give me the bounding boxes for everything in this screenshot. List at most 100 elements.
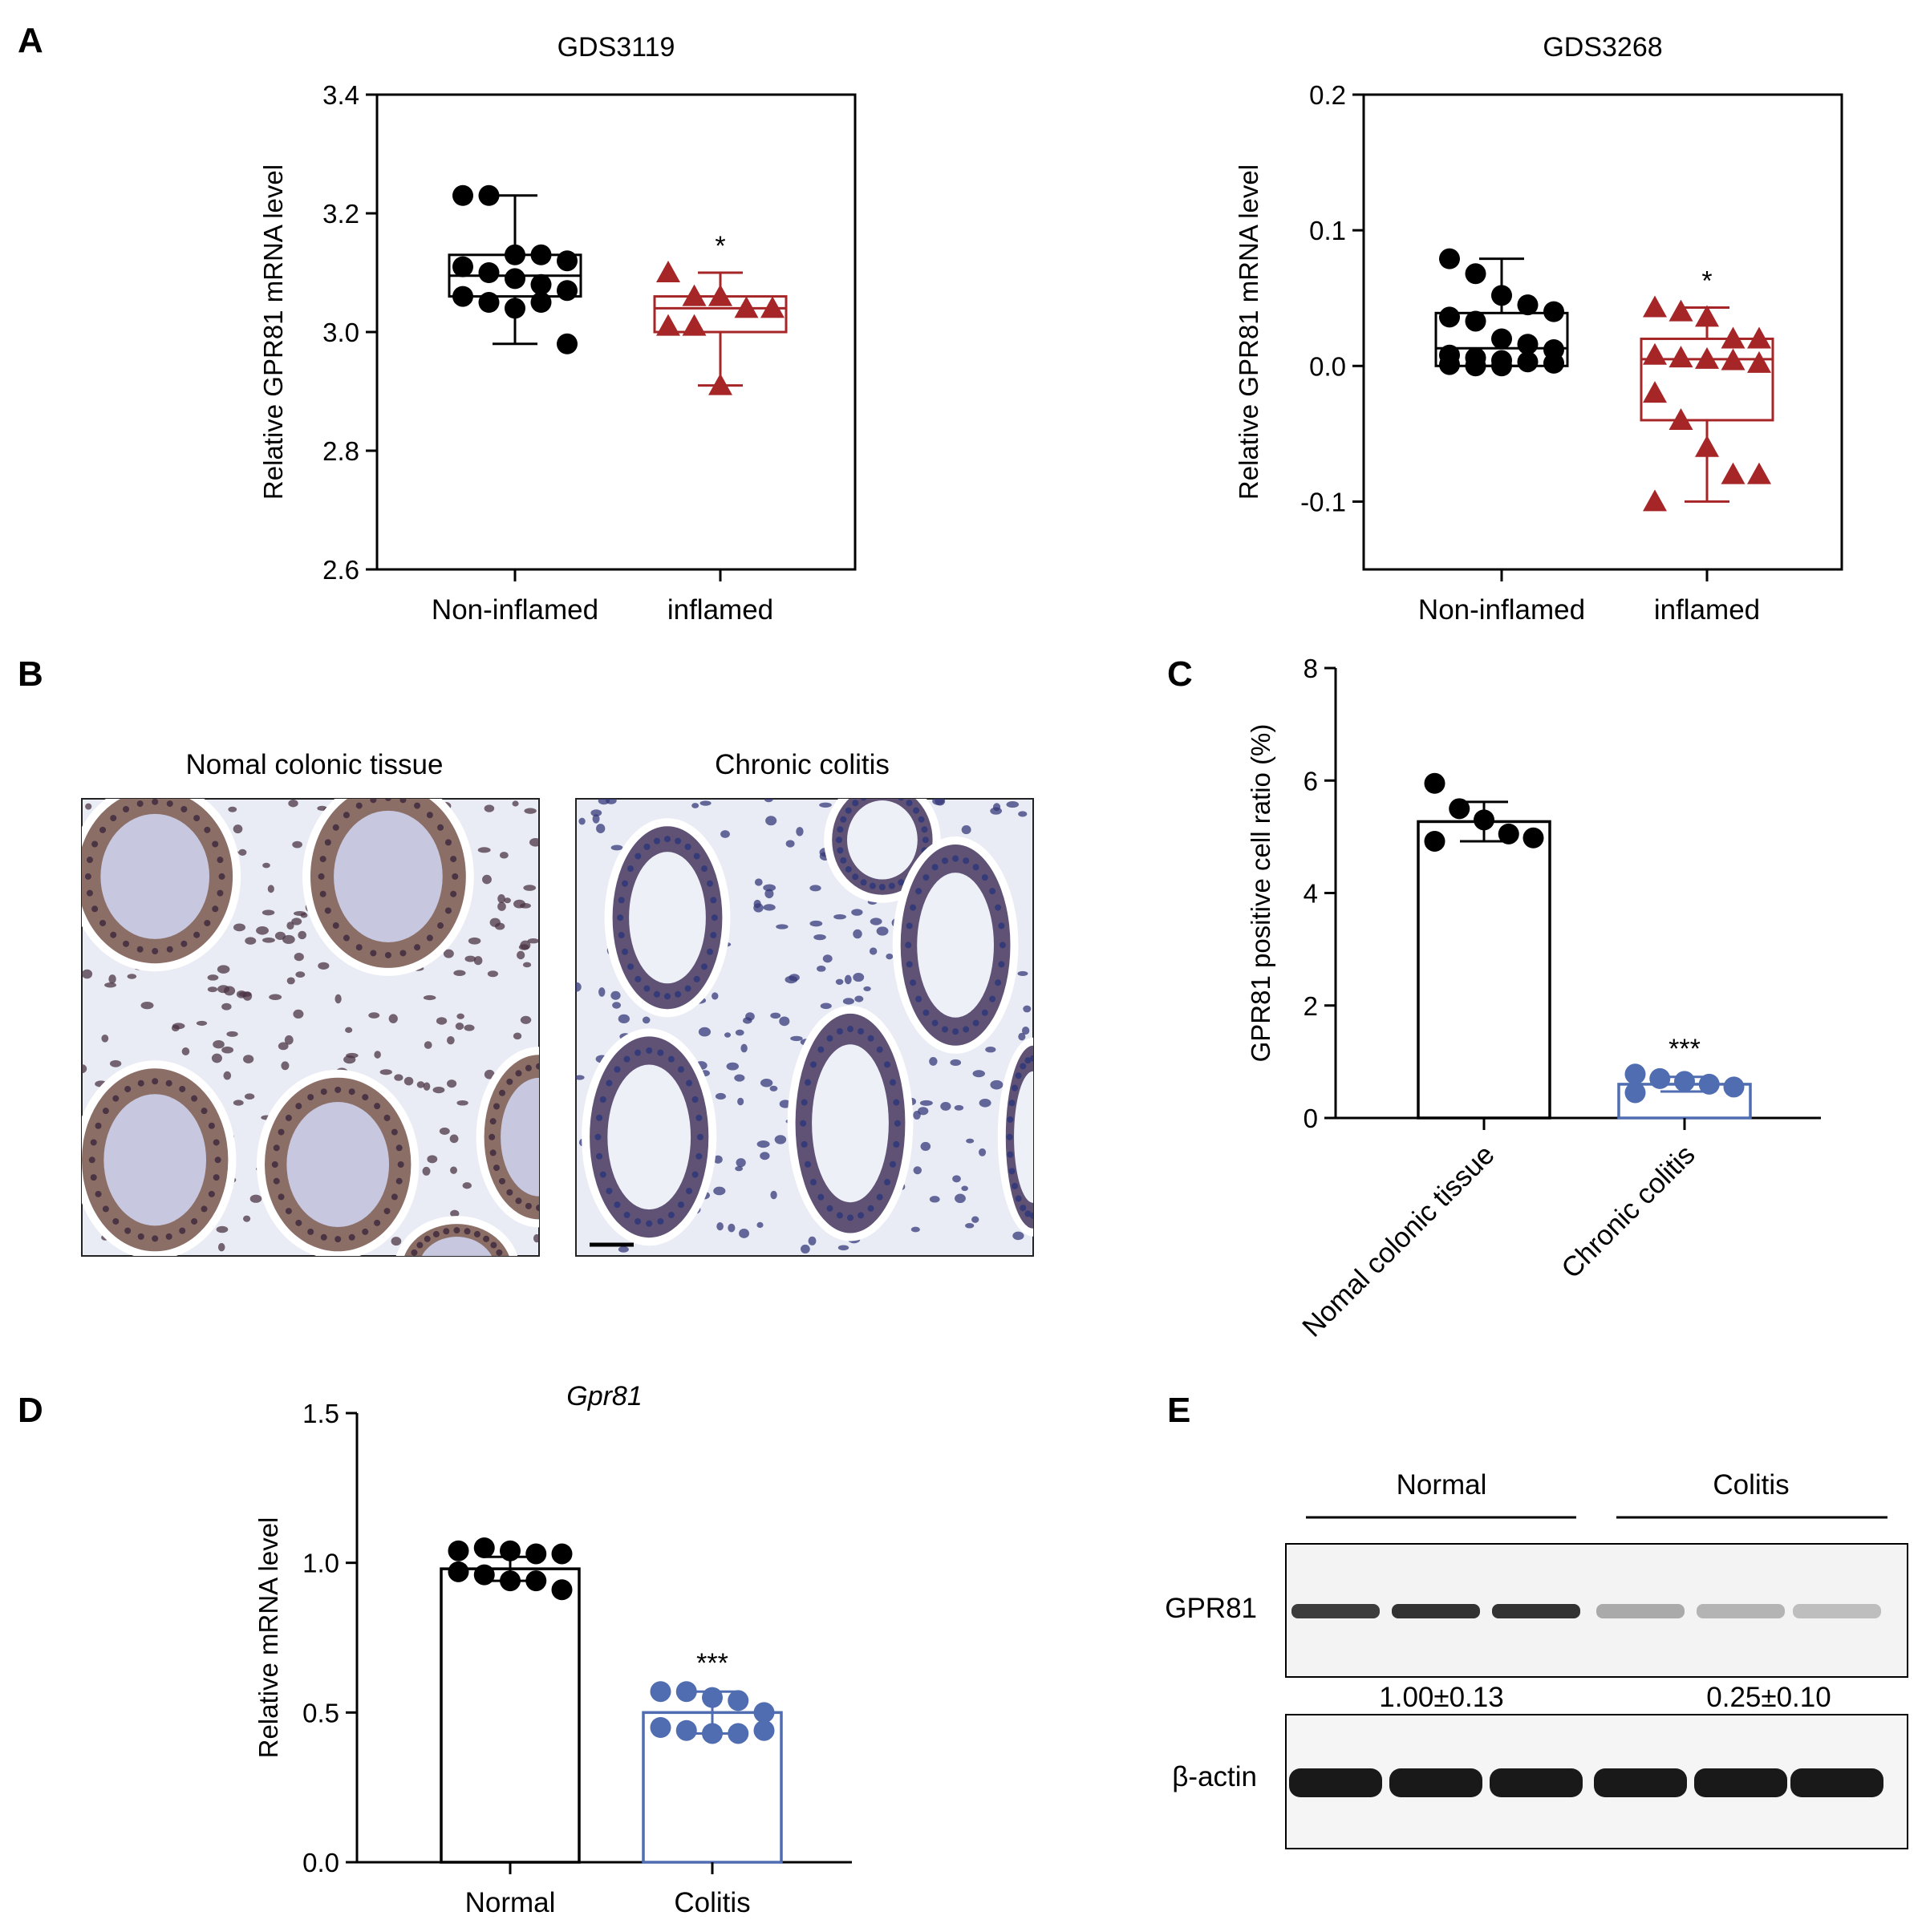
data-point [708, 284, 732, 306]
data-point [753, 1719, 775, 1741]
stromal-nucleus [699, 800, 712, 806]
epithelial-nucleus [664, 836, 671, 843]
epithelial-nucleus [888, 882, 895, 889]
epithelial-nucleus [536, 1063, 539, 1070]
stromal-nucleus [961, 824, 971, 835]
stromal-nucleus [853, 972, 865, 982]
stromal-nucleus [293, 910, 306, 917]
epithelial-nucleus [193, 815, 201, 822]
epithelial-nucleus [643, 843, 651, 850]
data-point [1491, 328, 1512, 350]
significance-label: * [715, 231, 725, 261]
stromal-nucleus [223, 1071, 232, 1080]
epithelial-nucleus [152, 1235, 159, 1242]
epithelial-nucleus [653, 837, 660, 844]
stromal-nucleus [592, 814, 600, 824]
chart-gpr81-mrna: 0.0 0.5 1.0 1.5 Relative mRNA level Gpr81 Norm… [253, 1381, 852, 1918]
stromal-nucleus [284, 1035, 294, 1045]
stromal-nucleus [961, 1185, 968, 1192]
epithelial-nucleus [444, 839, 452, 846]
stromal-nucleus [735, 1165, 744, 1172]
band-actin [1289, 1768, 1382, 1797]
data-point [1424, 772, 1445, 794]
epithelial-nucleus [1040, 1063, 1047, 1069]
data-point [505, 298, 525, 319]
epithelial-nucleus [836, 1212, 843, 1219]
stromal-nucleus [760, 1152, 770, 1160]
epithelial-nucleus [213, 1139, 220, 1146]
stromal-nucleus [436, 1017, 448, 1025]
epithelial-nucleus [525, 1064, 532, 1071]
data-point [1474, 809, 1494, 831]
x-tick-label: Normal [465, 1887, 556, 1918]
stromal-nucleus [226, 1031, 238, 1037]
stromal-nucleus [756, 1140, 770, 1148]
epithelial-nucleus [137, 1079, 144, 1087]
epithelial-nucleus [883, 1061, 890, 1068]
stromal-nucleus [813, 934, 826, 941]
epithelial-nucleus [424, 1235, 431, 1242]
stromal-nucleus [294, 952, 304, 962]
epithelial-nucleus [362, 1228, 369, 1235]
chart-title: GDS3268 [1543, 32, 1662, 63]
stromal-nucleus [238, 991, 252, 997]
stromal-nucleus [450, 1209, 460, 1217]
stromal-nucleus [1021, 1027, 1030, 1035]
data-point [1424, 830, 1445, 852]
stromal-nucleus [447, 1079, 457, 1088]
epithelial-nucleus [599, 1096, 606, 1104]
epithelial-nucleus [1053, 1134, 1060, 1140]
epithelial-nucleus [696, 1133, 703, 1140]
data-point [734, 296, 759, 318]
epithelial-nucleus [826, 1205, 833, 1212]
data-point [1695, 346, 1719, 369]
epithelial-nucleus [506, 1189, 513, 1196]
stromal-nucleus [211, 1053, 222, 1063]
stromal-nucleus [578, 817, 586, 825]
epithelial-nucleus [1012, 1182, 1019, 1189]
stromal-nucleus [940, 1101, 951, 1111]
stromal-nucleus [713, 1155, 723, 1164]
epithelial-nucleus [1051, 1100, 1057, 1106]
stromal-nucleus [494, 922, 505, 930]
epithelial-nucleus [416, 1241, 424, 1249]
stromal-nucleus [196, 1020, 208, 1026]
epithelial-nucleus [112, 1095, 120, 1102]
data-point [702, 1723, 723, 1744]
stromal-nucleus [243, 1055, 254, 1063]
stromal-nucleus [576, 982, 582, 992]
epithelial-nucleus [667, 1055, 675, 1063]
x-tick-label: Non-inflamed [1418, 594, 1585, 626]
epithelial-nucleus [952, 855, 959, 862]
epithelial-nucleus [840, 857, 847, 864]
stromal-nucleus [82, 969, 93, 979]
stromal-nucleus [728, 1223, 736, 1233]
y-tick-label: 8 [1304, 654, 1318, 683]
data-point [1517, 294, 1539, 316]
blot-quant-colitis: 0.25±0.10 [1706, 1682, 1831, 1713]
epithelial-nucleus [399, 950, 407, 957]
box-group-1 [1640, 295, 1774, 512]
epithelial-nucleus [1007, 1151, 1014, 1158]
epithelial-nucleus [710, 932, 717, 939]
epithelial-nucleus [706, 880, 713, 887]
y-axis-title: Relative GPR81 mRNA level [1234, 164, 1263, 500]
stromal-nucleus [869, 947, 878, 955]
epithelial-nucleus [858, 1028, 865, 1035]
stromal-nucleus [844, 974, 852, 985]
stromal-nucleus [238, 849, 247, 856]
stromal-nucleus [837, 1245, 849, 1251]
epithelial-nucleus [835, 836, 842, 844]
epithelial-nucleus [212, 840, 219, 848]
box [1640, 337, 1774, 422]
stromal-nucleus [737, 1097, 744, 1106]
epithelial-nucleus [426, 812, 433, 819]
stromal-nucleus [972, 1070, 985, 1078]
stromal-nucleus [716, 1222, 724, 1231]
epithelial-nucleus [91, 840, 99, 848]
epithelial-nucleus [208, 1122, 215, 1129]
tissue-title-normal: Nomal colonic tissue [186, 749, 444, 780]
epithelial-nucleus [1053, 1116, 1060, 1123]
stromal-nucleus [172, 1023, 185, 1030]
data-point [1498, 823, 1519, 844]
